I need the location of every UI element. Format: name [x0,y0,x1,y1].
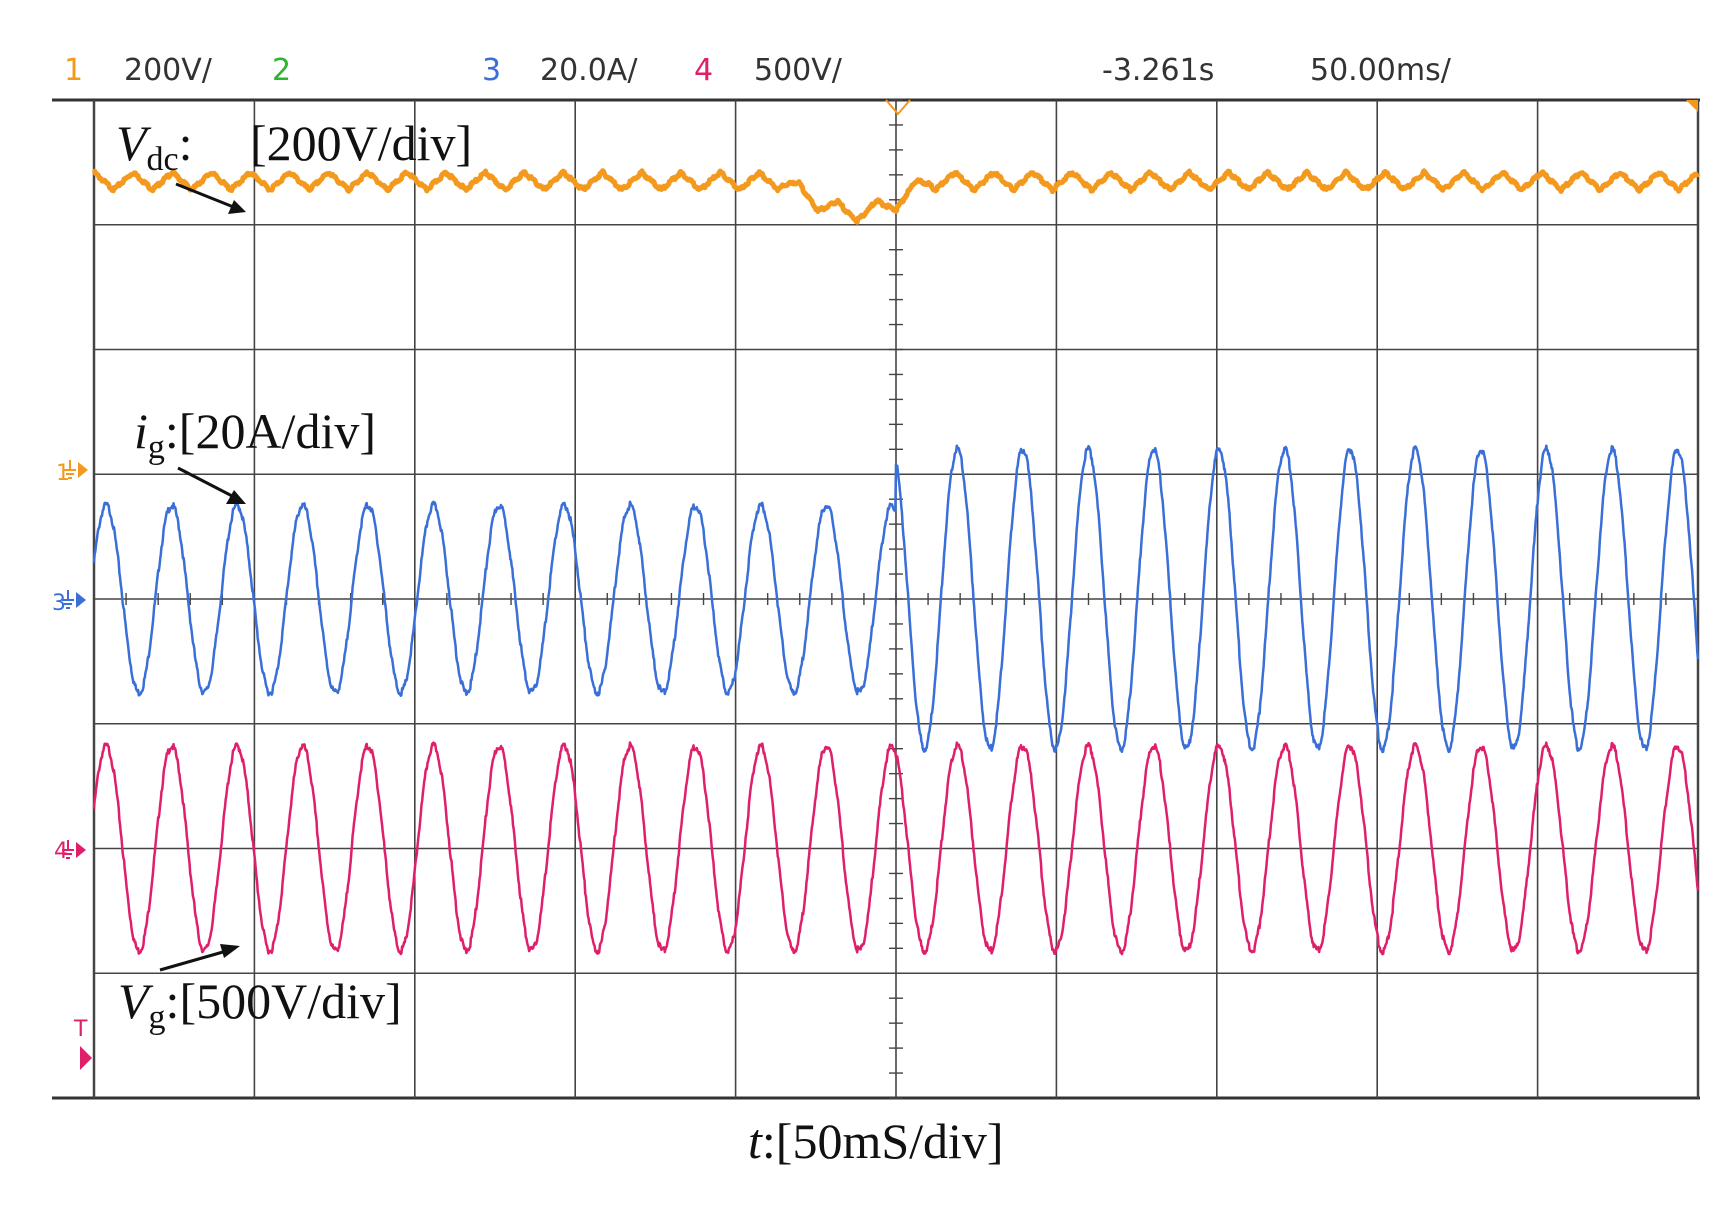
ch4-number: 4 [694,53,713,88]
ch1-ground-marker: 1 [56,460,88,486]
ch3-scale: 20.0A/ [540,53,638,88]
trigger-marker: T [73,1017,92,1070]
vdc-arrow [175,182,246,214]
trace-vdc [91,168,1701,225]
time-axis-label: t:[50mS/div] [748,1113,1004,1169]
timebase: 50.00ms/ [1310,53,1452,88]
vdc-annotation: Vdc: [200V/div] [116,115,472,178]
svg-text:ig:[20A/div]: ig:[20A/div] [134,403,376,466]
trace-ig [92,444,1700,754]
ch4-scale: 500V/ [754,53,843,88]
vg-arrow [159,944,240,972]
ig-annotation: ig:[20A/div] [134,403,376,466]
svg-text:1: 1 [56,461,70,486]
trigger-level-marker [1686,100,1698,112]
ig-arrow [177,466,246,504]
ch3-ground-marker: 3 [52,590,86,616]
trace-vg [92,741,1700,956]
svg-text:t:[50mS/div]: t:[50mS/div] [748,1113,1004,1169]
svg-text:[200V/div]: [200V/div] [250,115,472,171]
ch1-number: 1 [64,53,83,88]
svg-text:3: 3 [52,591,66,616]
trigger-delay: -3.261s [1102,53,1214,88]
ch3-number: 3 [482,53,501,88]
svg-text:4: 4 [54,839,68,864]
ch4-ground-marker: 4 [54,839,86,864]
trigger-position-marker [885,99,911,116]
svg-text:Vg:[500V/div]: Vg:[500V/div] [118,973,402,1036]
svg-text:T: T [73,1017,88,1042]
ch2-number: 2 [272,53,291,88]
vg-annotation: Vg:[500V/div] [118,973,402,1036]
ch1-scale: 200V/ [124,53,213,88]
svg-text:Vdc:: Vdc: [116,115,193,178]
